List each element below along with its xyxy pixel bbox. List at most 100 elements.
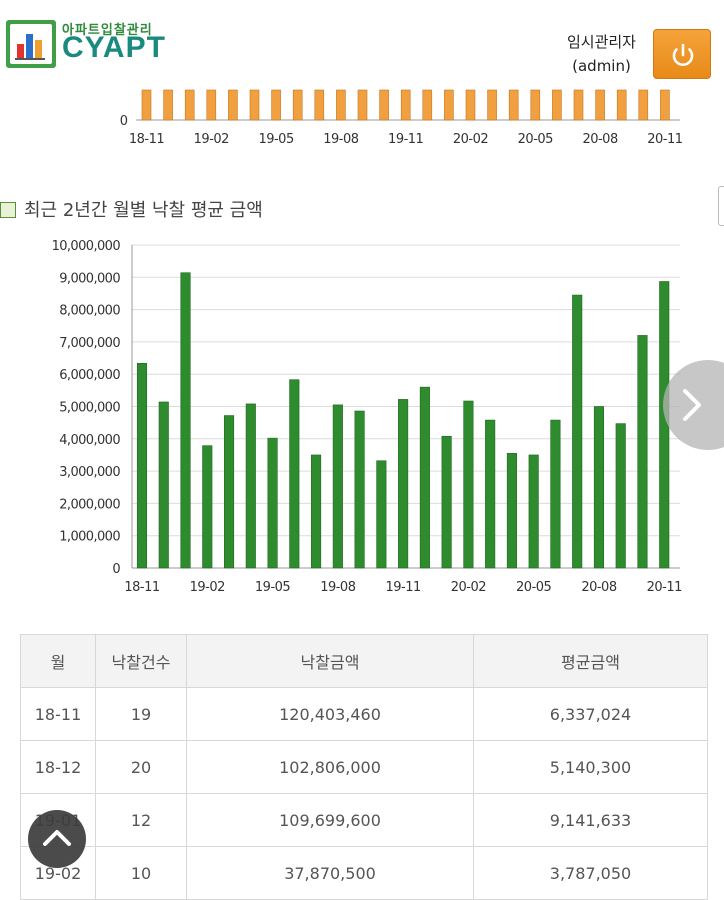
table-row: 19-01 12 109,699,600 9,141,633 (20, 793, 708, 847)
cell-average: 6,337,024 (473, 687, 708, 741)
top-chart-bar (379, 89, 389, 121)
section-title-text: 최근 2년간 월별 낙찰 평균 금액 (24, 200, 263, 221)
top-chart-tick-label: 18-11 (129, 132, 165, 147)
top-chart-bar (465, 89, 476, 121)
top-chart-tick-label: 19-11 (388, 132, 424, 147)
top-chart-bar (206, 89, 217, 121)
cell-count: 20 (95, 740, 187, 794)
top-chart-bar (292, 89, 303, 121)
chart-bar (593, 406, 605, 569)
y-tick-label: 5,000,000 (59, 401, 120, 416)
top-chart-bar (638, 89, 649, 121)
top-chart-tick-label: 20-08 (582, 132, 618, 147)
top-chart-bar (444, 89, 454, 121)
y-tick-label: 0 (112, 562, 120, 577)
top-chart-bar (228, 89, 238, 121)
top-chart: 018-11 19-02 19-05 19-08 19-11 20-02 20-05 20-0… (120, 89, 683, 147)
chart-bar (223, 415, 235, 569)
cell-amount: 109,699,600 (186, 793, 474, 847)
chevron-up-icon (43, 830, 71, 846)
top-chart-tick-label: 20-11 (647, 132, 683, 147)
top-chart-bar (271, 89, 281, 121)
chart-bar (463, 400, 474, 569)
table-row: 18-12 20 102,806,000 5,140,300 (20, 740, 708, 794)
chart-bar (332, 404, 343, 569)
cell-count: 10 (95, 846, 187, 900)
cell-count: 19 (95, 687, 187, 741)
top-chart-bar (660, 89, 670, 121)
y-tick-label: 4,000,000 (59, 433, 120, 448)
chart-bar (289, 379, 300, 569)
cell-average: 3,787,050 (473, 846, 708, 900)
power-icon (672, 43, 694, 66)
x-tick-label: 19-05 (255, 580, 291, 595)
x-tick-label: 20-11 (647, 580, 683, 595)
chart-bar (136, 363, 148, 569)
app-header: 아파트입찰관리 CYAPT 임시관리자 (admin) (0, 0, 724, 90)
col-month: 월 (20, 634, 96, 688)
top-chart-bar (249, 89, 260, 121)
y-tick-label: 3,000,000 (59, 465, 120, 480)
user-id: (admin) (572, 57, 631, 75)
edge-select[interactable] (718, 186, 724, 226)
top-chart-tick-label: 19-05 (258, 132, 294, 147)
chart-bar (419, 386, 430, 569)
chart-bar (376, 460, 387, 569)
col-count: 낙찰건수 (95, 634, 187, 688)
chart-bar (550, 419, 561, 569)
cell-average: 5,140,300 (473, 740, 708, 794)
collapse-icon[interactable] (0, 202, 16, 218)
top-chart-bar (184, 89, 195, 121)
y-tick-label: 1,000,000 (59, 530, 120, 545)
x-tick-label: 19-02 (190, 580, 225, 595)
cell-month: 18-11 (20, 687, 96, 741)
top-chart-bar (314, 89, 325, 121)
y-tick-label: 8,000,000 (59, 304, 120, 319)
monthly-table: 월 낙찰건수 낙찰금액 평균금액 18-11 19 120,403,460 6,… (20, 634, 708, 900)
y-tick-label: 10,000,000 (52, 239, 121, 254)
top-chart-tick-label: 19-08 (323, 132, 359, 147)
table-row: 18-11 19 120,403,460 6,337,024 (20, 687, 708, 741)
user-name: 임시관리자 (566, 33, 636, 51)
table-row: 19-02 10 37,870,500 3,787,050 (20, 846, 708, 900)
chevron-right-icon (683, 389, 701, 421)
top-chart-bar (573, 89, 584, 121)
chart-bar (267, 437, 278, 569)
cell-amount: 37,870,500 (186, 846, 474, 900)
top-chart-zero-label: 0 (120, 114, 128, 129)
logout-button[interactable] (653, 29, 711, 79)
next-slide-button[interactable] (663, 360, 724, 450)
top-chart-tick-label: 19-02 (194, 132, 229, 147)
chart-bar (572, 294, 583, 569)
chart-bar (441, 435, 452, 569)
top-chart-bar (595, 89, 605, 121)
cell-amount: 120,403,460 (186, 687, 474, 741)
top-chart-bar (508, 89, 519, 121)
x-tick-label: 20-02 (451, 580, 486, 595)
x-tick-label: 20-05 (516, 580, 552, 595)
top-chart-bar (336, 89, 346, 121)
top-chart-bar (400, 89, 411, 121)
y-tick-label: 7,000,000 (59, 336, 120, 351)
top-chart-bar (552, 89, 562, 121)
table-header-row: 월 낙찰건수 낙찰금액 평균금액 (20, 634, 708, 688)
cell-amount: 102,806,000 (186, 740, 474, 794)
cell-count: 12 (95, 793, 187, 847)
chart-bar (637, 335, 648, 569)
x-tick-label: 19-11 (385, 580, 421, 595)
col-amount: 낙찰금액 (186, 634, 474, 688)
top-chart-bar (141, 89, 152, 121)
user-info: 임시관리자 (admin) (567, 30, 636, 78)
chart-bar (158, 401, 169, 569)
scroll-top-button[interactable] (28, 810, 86, 868)
section-title: 최근 2년간 월별 낙찰 평균 금액 (0, 196, 263, 221)
cell-month: 18-12 (20, 740, 96, 794)
chart-bar (311, 454, 322, 569)
top-chart-bar (616, 89, 627, 121)
x-tick-label: 20-08 (581, 580, 617, 595)
chart-bar (485, 419, 496, 569)
top-chart-bar (422, 89, 433, 121)
chart-bar (354, 410, 365, 569)
top-chart-bar (163, 89, 173, 121)
chart-bar (180, 272, 191, 569)
